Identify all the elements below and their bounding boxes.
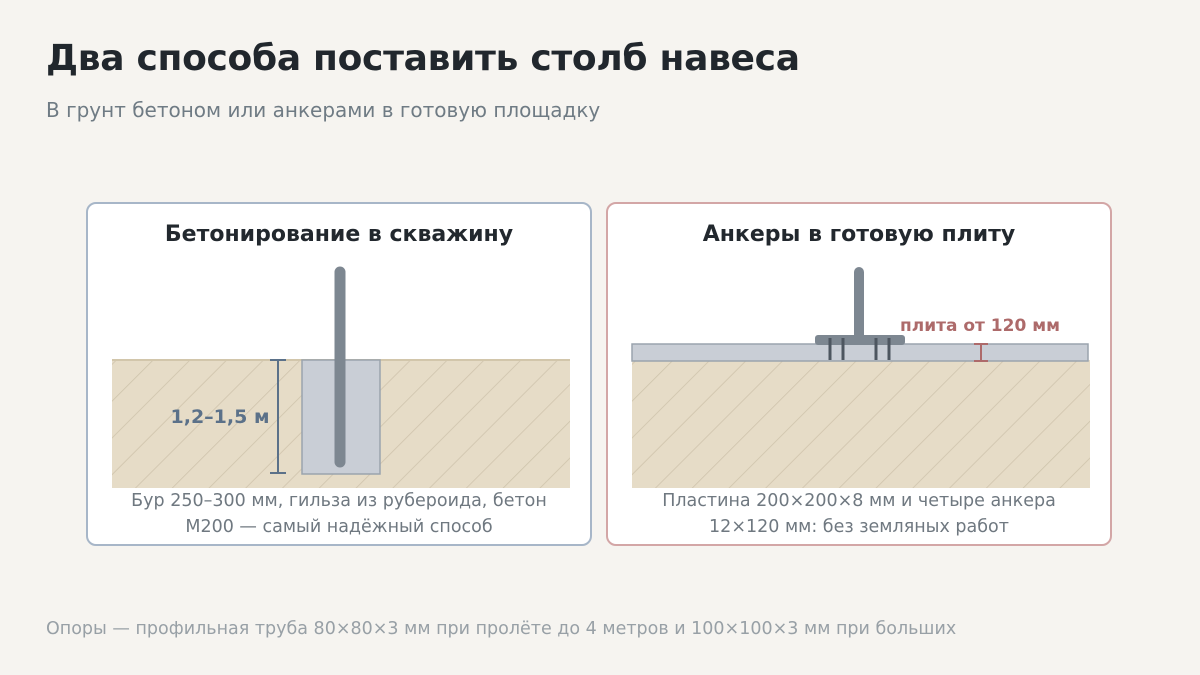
card-caption: Бур 250–300 мм, гильза из рубероида, бет…	[98, 488, 580, 540]
concrete-borehole-illustration: 1,2–1,5 м	[112, 266, 570, 488]
slab-thickness-marker	[974, 343, 988, 362]
card-title: Анкеры в готовую плиту	[702, 222, 1016, 247]
anchor-bolts	[828, 338, 891, 360]
base-plate	[815, 335, 905, 345]
page-title: Два способа поставить столб навеса	[46, 38, 800, 79]
card-title: Бетонирование в скважину	[164, 222, 514, 247]
page-subtitle: В грунт бетоном или анкерами в готовую п…	[46, 98, 601, 122]
caption-line: Бур 250–300 мм, гильза из рубероида, бет…	[131, 491, 547, 511]
depth-dimension-marker	[270, 359, 286, 474]
anchors-slab-illustration: плита от 120 мм	[631, 267, 1090, 488]
concrete-slab	[631, 343, 1089, 362]
slab-thickness-label: плита от 120 мм	[900, 316, 1060, 336]
caption-line: М200 — самый надёжный способ	[185, 517, 493, 537]
soil-ground	[632, 360, 1090, 488]
card-concrete-borehole: 1,2–1,5 м Бетонирование в скважину Бур 2…	[86, 202, 592, 546]
footer-note: Опоры — профильная труба 80×80×3 мм при …	[46, 619, 957, 639]
caption-line: 12×120 мм: без земляных работ	[709, 517, 1009, 537]
depth-label: 1,2–1,5 м	[171, 406, 270, 428]
card-caption: Пластина 200×200×8 мм и четыре анкера 12…	[618, 488, 1100, 540]
caption-line: Пластина 200×200×8 мм и четыре анкера	[662, 491, 1056, 511]
card-anchors-slab: плита от 120 мм Анкеры в готовую плиту П…	[606, 202, 1112, 546]
